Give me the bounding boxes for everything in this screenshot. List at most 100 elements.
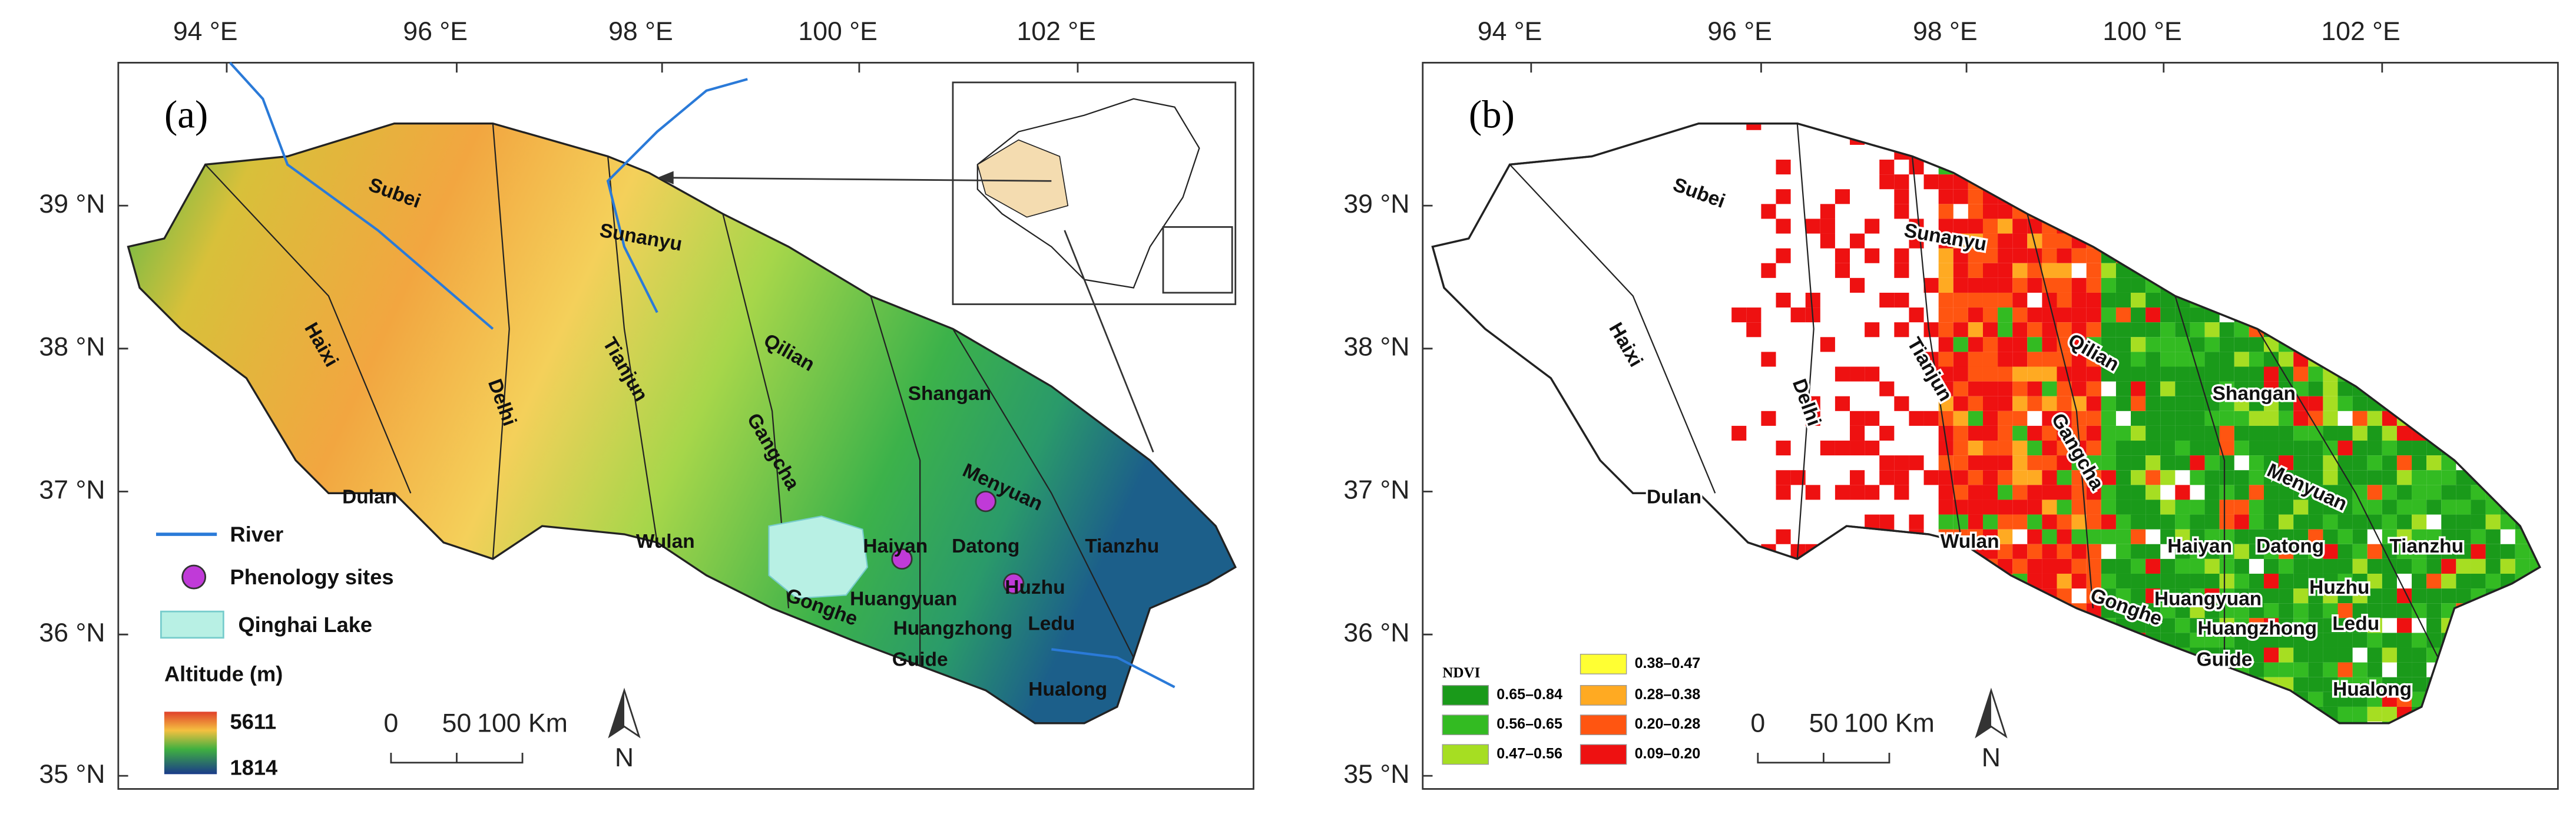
ndvi-pixel	[2456, 248, 2471, 263]
ndvi-pixel	[2160, 160, 2176, 175]
lon-label: 96 °E	[1707, 17, 1772, 46]
ndvi-pixel	[1968, 160, 1983, 175]
ndvi-pixel	[2500, 233, 2515, 249]
ndvi-pixel	[2367, 706, 2382, 722]
ndvi-pixel	[2101, 144, 2116, 160]
ndvi-pixel	[1998, 588, 2013, 604]
ndvi-pixel	[1761, 204, 1776, 219]
legend-swatch	[1580, 653, 1627, 674]
ndvi-pixel	[2101, 219, 2116, 234]
ndvi-pixel	[2367, 219, 2382, 234]
ndvi-pixel	[1968, 441, 1983, 456]
ndvi-pixel	[2367, 352, 2382, 367]
ndvi-pixel	[1850, 411, 1865, 426]
ndvi-pixel	[1805, 603, 1820, 618]
ndvi-pixel	[2115, 603, 2131, 618]
region-label: Datong	[2256, 535, 2324, 557]
ndvi-pixel	[1998, 352, 2013, 367]
ndvi-pixel	[1998, 544, 2013, 559]
ndvi-pixel	[1879, 174, 1895, 190]
ndvi-pixel	[2101, 603, 2116, 618]
ndvi-pixel	[2175, 411, 2190, 426]
ndvi-pixel	[1998, 144, 2013, 160]
ndvi-pixel	[2396, 529, 2412, 544]
ndvi-pixel	[2456, 722, 2471, 723]
ndvi-pixel	[1923, 633, 1939, 648]
ndvi-pixel	[2456, 204, 2471, 219]
ndvi-pixel	[2042, 647, 2057, 663]
ndvi-pixel	[2249, 219, 2264, 234]
legend-swatch	[1580, 714, 1627, 736]
ndvi-pixel	[2500, 706, 2515, 722]
ndvi-pixel	[2352, 529, 2368, 544]
ndvi-pixel	[2086, 307, 2101, 323]
ndvi-pixel	[2500, 219, 2515, 234]
ndvi-pixel	[2485, 381, 2501, 396]
ndvi-pixel	[2471, 263, 2486, 278]
ndvi-pixel	[2071, 544, 2087, 559]
ndvi-pixel	[1953, 277, 1968, 293]
ndvi-pixel	[2396, 277, 2412, 293]
phenology-site	[891, 548, 913, 570]
ndvi-pixel	[2145, 544, 2161, 559]
ndvi-pixel	[2529, 292, 2540, 308]
ndvi-pixel	[2293, 677, 2309, 692]
ndvi-pixel	[1953, 337, 1968, 352]
ndvi-pixel	[2086, 514, 2101, 530]
ndvi-pixel	[2263, 144, 2279, 160]
ndvi-pixel	[1909, 603, 1924, 618]
ndvi-pixel	[2279, 425, 2294, 441]
ndvi-pixel	[2012, 706, 2028, 722]
ndvi-pixel	[2323, 633, 2338, 648]
ndvi-pixel	[2027, 514, 2042, 530]
ndvi-pixel	[2027, 174, 2042, 190]
ndvi-pixel	[2382, 144, 2397, 160]
ndvi-pixel	[2219, 123, 2234, 130]
ndvi-pixel	[2131, 677, 2146, 692]
ndvi-pixel	[2382, 277, 2397, 293]
ndvi-pixel	[2382, 322, 2397, 338]
ndvi-pixel	[2352, 366, 2368, 382]
ndvi-pixel	[1982, 544, 1998, 559]
ndvi-pixel	[2086, 292, 2101, 308]
ndvi-pixel	[2323, 618, 2338, 633]
ndvi-pixel	[1953, 292, 1968, 308]
ndvi-pixel	[2441, 470, 2456, 485]
ndvi-pixel	[2529, 485, 2540, 500]
ndvi-pixel	[2279, 160, 2294, 175]
ndvi-pixel	[2382, 706, 2397, 722]
ndvi-pixel	[2012, 470, 2028, 485]
ndvi-pixel	[2160, 647, 2176, 663]
ndvi-pixel	[2412, 248, 2427, 263]
ndvi-pixel	[2204, 144, 2220, 160]
ndvi-pixel	[2115, 706, 2131, 722]
ndvi-pixel	[2012, 219, 2028, 234]
ndvi-pixel	[2160, 204, 2176, 219]
ndvi-pixel	[2485, 160, 2501, 175]
ndvi-pixel	[2145, 677, 2161, 692]
county-border	[2174, 296, 2226, 666]
ndvi-pixel	[2071, 352, 2087, 367]
ndvi-pixel	[2441, 455, 2456, 471]
ndvi-pixel	[1938, 603, 1953, 618]
ndvi-pixel	[2471, 677, 2486, 692]
lon-label: 96 °E	[403, 17, 468, 46]
ndvi-pixel	[2145, 233, 2161, 249]
scale-label: 0	[1750, 709, 1765, 737]
ndvi-pixel	[2500, 485, 2515, 500]
ndvi-pixel	[2160, 411, 2176, 426]
ndvi-pixel	[2234, 233, 2249, 249]
ndvi-pixel	[1938, 277, 1953, 293]
ndvi-pixel	[2323, 485, 2338, 500]
ndvi-pixel	[1894, 633, 1909, 648]
lat-label: 38 °N	[1343, 333, 1409, 362]
ndvi-pixel	[2412, 219, 2427, 234]
ndvi-pixel	[2337, 558, 2353, 574]
ndvi-pixel	[2485, 292, 2501, 308]
ndvi-pixel	[2131, 603, 2146, 618]
ndvi-pixel	[2086, 706, 2101, 722]
ndvi-pixel	[2500, 248, 2515, 263]
ndvi-pixel	[1982, 366, 1998, 382]
ndvi-pixel	[2279, 573, 2294, 589]
ndvi-pixel	[2086, 692, 2101, 707]
